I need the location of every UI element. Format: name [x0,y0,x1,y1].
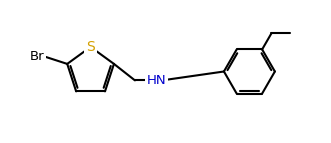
Text: HN: HN [147,74,166,87]
Text: Br: Br [30,50,44,63]
Text: S: S [86,40,95,54]
